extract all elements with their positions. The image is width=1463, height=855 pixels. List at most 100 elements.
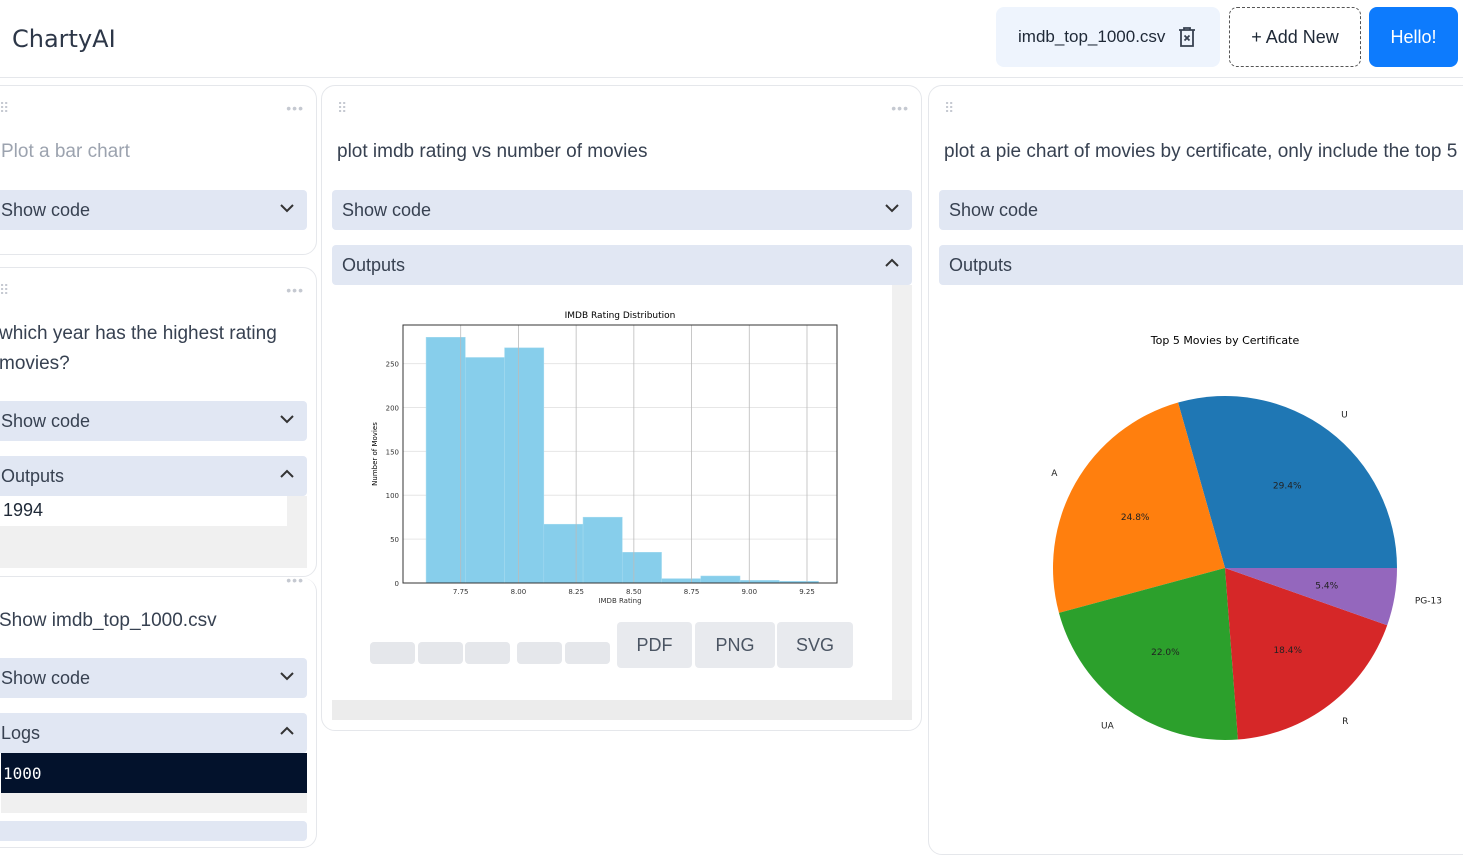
chart-title: Top 5 Movies by Certificate — [1150, 334, 1300, 347]
prompt-text-cont[interactable]: movies? — [0, 353, 70, 374]
app-logo: ChartyAI — [12, 25, 116, 53]
histogram-bar — [543, 523, 584, 584]
x-axis-label: IMDB Rating — [598, 597, 641, 605]
file-chip[interactable]: imdb_top_1000.csv — [996, 7, 1220, 67]
x-tick-label: 9.00 — [741, 588, 757, 596]
show-code-label: Show code — [949, 199, 1039, 220]
pie-category-label: R — [1342, 717, 1348, 727]
download-placeholder — [418, 642, 463, 664]
pie-percent-label: 5.4% — [1315, 581, 1338, 591]
add-new-button[interactable]: + Add New — [1229, 7, 1361, 67]
horizontal-scrollbar[interactable] — [1, 793, 307, 813]
pie-category-label: PG-13 — [1415, 597, 1442, 607]
drag-handle-icon[interactable]: ⠿ — [944, 100, 956, 116]
vertical-scrollbar[interactable] — [892, 285, 912, 700]
chevron-up-icon — [280, 726, 294, 735]
pie-percent-label: 22.0% — [1151, 648, 1180, 658]
outputs-toggle[interactable]: Outputs — [939, 245, 1463, 285]
more-icon[interactable]: ••• — [286, 100, 304, 116]
show-code-toggle[interactable]: Show code — [332, 190, 912, 230]
chevron-down-icon — [280, 204, 294, 213]
pie-slice — [1058, 568, 1238, 740]
plot-frame — [402, 324, 838, 584]
histogram-bar — [582, 516, 623, 584]
x-tick-label: 9.25 — [799, 588, 815, 596]
x-tick-label: 8.75 — [684, 588, 700, 596]
download-svg-button[interactable]: SVG — [777, 622, 853, 668]
chevron-down-icon — [280, 672, 294, 681]
prompt-text[interactable]: which year has the highest rating — [0, 323, 277, 344]
histogram-bar — [622, 552, 662, 584]
chart-card: ⠿ ••• plot imdb rating vs number of movi… — [321, 85, 922, 731]
more-icon[interactable]: ••• — [286, 572, 304, 588]
y-tick-label: 100 — [386, 492, 399, 500]
show-code-toggle[interactable]: Show code — [0, 658, 307, 698]
chevron-down-icon — [280, 415, 294, 424]
chart-card: ⠿ ••• which year has the highest rating … — [0, 267, 317, 577]
x-tick-label: 8.25 — [568, 588, 584, 596]
x-tick-label: 8.00 — [511, 588, 527, 596]
histogram-bar — [700, 575, 741, 584]
chevron-up-icon — [885, 258, 899, 267]
y-tick-label: 250 — [386, 361, 399, 369]
histogram-bar — [504, 347, 545, 584]
pie-category-label: U — [1341, 410, 1348, 420]
user-button[interactable]: Hello! — [1369, 7, 1458, 67]
chart-card: ••• Show imdb_top_1000.csv Show code Log… — [0, 572, 317, 848]
outputs-label: Outputs — [1, 465, 65, 486]
chevron-up-icon — [280, 469, 294, 478]
show-code-toggle[interactable]: Show code — [0, 190, 307, 230]
pie-category-label: A — [1051, 469, 1058, 479]
drag-handle-icon[interactable]: ⠿ — [0, 282, 11, 298]
histogram-bar — [425, 337, 466, 584]
pie-chart: Top 5 Movies by Certificate 29.4% U 24.8% A 2… — [1051, 334, 1442, 740]
x-tick-label: 7.75 — [453, 588, 469, 596]
logs-label: Logs — [1, 722, 41, 743]
chart-card: ⠿ ••• Plot a bar chart Show code — [0, 85, 317, 255]
more-icon[interactable]: ••• — [286, 282, 304, 298]
app-header: ChartyAI imdb_top_1000.csv + Add New Hel… — [0, 0, 1463, 78]
outputs-toggle[interactable]: Outputs — [0, 456, 307, 496]
show-code-label: Show code — [1, 667, 91, 688]
download-placeholder — [465, 642, 510, 664]
show-code-toggle[interactable]: Show code — [0, 401, 307, 441]
horizontal-scrollbar[interactable] — [332, 700, 912, 720]
pie-slice — [1053, 402, 1225, 613]
download-pdf-button[interactable]: PDF — [617, 622, 692, 668]
pie-percent-label: 29.4% — [1273, 482, 1302, 492]
download-png-button[interactable]: PNG — [695, 622, 775, 668]
log-output: 1000 — [1, 753, 307, 793]
show-code-label: Show code — [1, 199, 91, 220]
y-tick-label: 0 — [395, 580, 399, 588]
drag-handle-icon[interactable]: ⠿ — [337, 100, 349, 116]
delete-file-icon[interactable] — [1177, 26, 1197, 48]
show-code-label: Show code — [1, 410, 91, 431]
prompt-text[interactable]: plot a pie chart of movies by certificat… — [944, 141, 1458, 162]
y-tick-label: 50 — [390, 536, 399, 544]
next-section-bar — [0, 821, 307, 841]
pie-category-label: UA — [1101, 721, 1115, 731]
pie-slice — [1225, 568, 1388, 740]
logs-toggle[interactable]: Logs — [0, 713, 307, 753]
y-tick-label: 200 — [386, 404, 399, 412]
show-code-toggle[interactable]: Show code — [939, 190, 1463, 230]
pie-percent-label: 24.8% — [1121, 513, 1150, 523]
download-placeholder — [370, 642, 415, 664]
drag-handle-icon[interactable]: ⠿ — [0, 100, 11, 116]
prompt-text[interactable]: Plot a bar chart — [1, 141, 130, 162]
outputs-label: Outputs — [342, 254, 406, 275]
output-value: 1994 — [0, 496, 287, 526]
histogram-bar — [465, 357, 505, 584]
outputs-label: Outputs — [949, 254, 1013, 275]
histogram-bar — [661, 578, 702, 584]
more-icon[interactable]: ••• — [891, 100, 909, 116]
show-code-label: Show code — [342, 199, 432, 220]
outputs-toggle[interactable]: Outputs — [332, 245, 912, 285]
prompt-text[interactable]: plot imdb rating vs number of movies — [337, 141, 648, 162]
chart-card: ⠿ plot a pie chart of movies by certific… — [928, 85, 1463, 855]
y-axis-label: Number of Movies — [371, 422, 379, 486]
chart-title: IMDB Rating Distribution — [565, 311, 676, 321]
pie-percent-label: 18.4% — [1273, 646, 1302, 656]
prompt-text[interactable]: Show imdb_top_1000.csv — [0, 610, 217, 631]
chevron-down-icon — [885, 204, 899, 213]
